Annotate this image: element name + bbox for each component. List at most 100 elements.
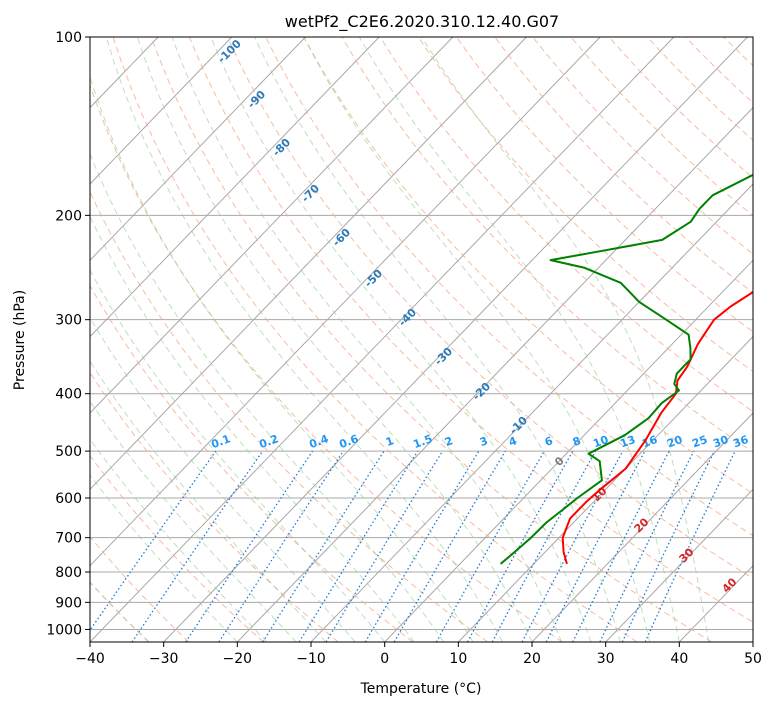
isotherm-gridline xyxy=(236,106,753,642)
isotherm-gridline xyxy=(531,412,753,642)
mixing-ratio-line xyxy=(393,450,506,642)
mixing-ratio-label: 0.1 xyxy=(209,432,232,451)
grid-layer xyxy=(0,37,775,642)
isotherm-gridline xyxy=(163,37,748,642)
mixing-ratio-line xyxy=(131,450,264,642)
dry-adiabat xyxy=(90,84,563,642)
moist-adiabat xyxy=(90,152,445,642)
dry-adiabat xyxy=(303,37,753,495)
dry-adiabat xyxy=(762,37,775,642)
mixing-ratio-line xyxy=(90,450,217,632)
y-axis: 100 200 300 400 500 600 700 800 900 1000 xyxy=(46,30,90,638)
mixing-ratio-label: 36 xyxy=(731,433,750,451)
mixing-ratio-label: 1.5 xyxy=(411,432,434,451)
dry-adiabat-label: -10 xyxy=(507,414,530,437)
isotherm-gridline xyxy=(90,37,527,491)
y-tick-label: 200 xyxy=(55,208,82,224)
moist-adiabat xyxy=(210,37,592,642)
y-tick-label: 100 xyxy=(55,30,82,46)
y-tick-label: 300 xyxy=(55,313,82,329)
mixing-ratio-line xyxy=(364,450,480,642)
isotherm-gridline xyxy=(384,259,753,642)
y-tick-label: 1000 xyxy=(46,622,82,638)
moist-adiabat xyxy=(303,37,651,642)
mixing-ratio-line xyxy=(325,450,444,642)
y-tick-label: 500 xyxy=(55,444,82,460)
x-tick-label: 20 xyxy=(523,651,541,667)
x-tick-label: 10 xyxy=(449,651,467,667)
isotherm-gridline xyxy=(90,37,675,642)
dry-adiabat-label: -40 xyxy=(396,306,419,329)
mixing-ratio-label: 0.2 xyxy=(257,432,280,451)
mixing-ratio-label: 2 xyxy=(443,434,455,449)
dry-adiabat-label: -80 xyxy=(270,136,293,159)
isotherm-gridline xyxy=(90,37,454,414)
dry-adiabat-label: -100 xyxy=(215,37,244,66)
mixing-ratio-label: 6 xyxy=(543,434,555,449)
y-tick-label: 800 xyxy=(55,565,82,581)
chart-title: wetPf2_C2E6.2020.310.12.40.G07 xyxy=(285,12,559,32)
mixing-ratio-line xyxy=(621,450,715,642)
x-tick-label: 0 xyxy=(380,651,389,667)
isotherm-gridline xyxy=(752,641,753,642)
dry-adiabat xyxy=(90,454,264,642)
x-axis-title: Temperature (°C) xyxy=(360,681,482,697)
x-tick-label: 40 xyxy=(670,651,688,667)
isotherm-gridline xyxy=(90,37,380,338)
moist-adiabat xyxy=(90,400,297,642)
x-tick-label: −20 xyxy=(223,651,253,667)
mixing-ratio-label: 20 xyxy=(665,433,684,451)
moist-adiabat xyxy=(171,37,562,642)
mixing-ratio-line xyxy=(185,450,314,642)
x-tick-label: 30 xyxy=(597,651,615,667)
dry-adiabat-label: -70 xyxy=(299,182,322,205)
mixing-ratio-label: 25 xyxy=(690,433,709,450)
moist-adiabat xyxy=(90,360,327,642)
profile-line xyxy=(499,173,753,565)
x-tick-label: −10 xyxy=(296,651,326,667)
profile-layer xyxy=(499,173,753,565)
mixing-ratio-label: 4 xyxy=(507,434,519,449)
mixing-ratio-line xyxy=(491,450,597,642)
dry-adiabat xyxy=(188,37,753,623)
dry-adiabat xyxy=(90,190,488,642)
dry-adiabat xyxy=(90,284,414,642)
isotherm-gridline xyxy=(0,37,11,642)
plot-frame xyxy=(89,36,754,643)
isotherm-gridline xyxy=(457,335,753,642)
dry-adiabat-label: 40 xyxy=(720,575,740,595)
moist-adiabat xyxy=(137,37,533,642)
x-axis: −40 −30 −20 −10 0 10 20 30 40 50 xyxy=(75,642,762,667)
mixing-ratio-line xyxy=(545,450,646,642)
moist-adiabat xyxy=(90,215,415,642)
dry-adiabat xyxy=(723,37,753,67)
y-tick-label: 900 xyxy=(55,595,82,611)
moist-adiabat xyxy=(254,37,621,642)
mixing-ratio-label: 3 xyxy=(478,434,490,449)
isotherm-gridline xyxy=(90,37,233,185)
mixing-ratio-label: 8 xyxy=(571,434,583,449)
mixing-ratio-line xyxy=(644,450,736,642)
dry-adiabat xyxy=(90,371,339,642)
mixing-ratio-line xyxy=(262,450,385,642)
y-tick-label: 600 xyxy=(55,491,82,507)
mixing-ratio-line xyxy=(435,450,545,642)
moist-adiabat xyxy=(90,474,238,642)
mixing-ratio-label: 1 xyxy=(384,434,396,449)
y-tick-label: 700 xyxy=(55,531,82,547)
isotherm-gridline xyxy=(90,37,306,262)
moist-adiabat xyxy=(90,438,268,642)
mixing-ratio-label: 16 xyxy=(640,433,659,451)
x-tick-label: −30 xyxy=(149,651,179,667)
dry-adiabat xyxy=(570,37,753,217)
dry-adiabat-label: -50 xyxy=(362,267,385,290)
dry-adiabat xyxy=(685,37,753,104)
mixing-ratio-label: 0.6 xyxy=(337,432,360,451)
dry-adiabat xyxy=(455,37,753,333)
moist-adiabat xyxy=(90,75,474,642)
profile-line xyxy=(561,290,753,565)
dry-adiabat-label: -60 xyxy=(330,226,353,249)
dry-adiabat xyxy=(150,37,712,642)
mixing-ratio-label: 13 xyxy=(618,433,637,450)
